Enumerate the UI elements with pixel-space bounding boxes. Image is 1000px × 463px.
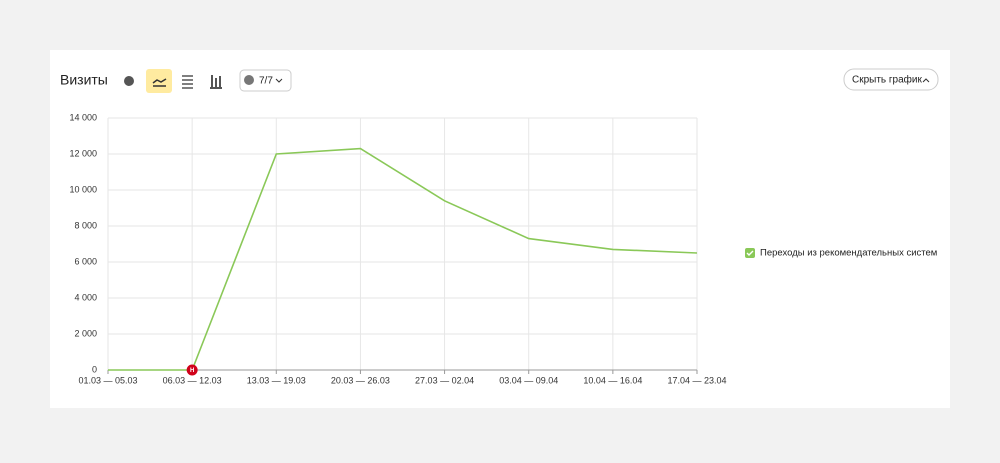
y-tick-label: 2 000 [74,328,97,338]
area-view-button[interactable] [182,75,193,89]
x-tick-label: 13.03 — 19.03 [247,375,306,385]
notes-counter: 7/7 [259,76,273,87]
hide-chart-button[interactable]: Скрыть график [843,68,939,91]
legend-checkbox [745,248,755,258]
y-tick-label: 10 000 [69,184,97,194]
notes-button[interactable]: 7/7 [239,69,292,92]
legend-label: Переходы из рекомендательных систем [760,248,937,259]
x-tick-label: 06.03 — 12.03 [163,375,222,385]
line [108,147,698,371]
x-tick-label: 27.03 — 02.04 [415,375,474,385]
annotation-marker [186,364,198,376]
title: Визиты [60,72,108,88]
y-tick-label: 12 000 [69,148,97,158]
y-tick-label: 14 000 [69,112,97,122]
bar-view-button[interactable] [210,75,222,89]
y-tick-label: 0 [92,364,97,374]
line-view-button[interactable] [146,69,172,93]
x-tick-label: 17.04 — 23.04 [667,375,726,385]
annotation-text: Н [190,368,194,374]
pie-view-button[interactable] [124,76,134,86]
hide-chart-label: Скрыть график [852,74,922,86]
x-tick-label: 20.03 — 26.03 [331,375,390,385]
y-tick-label: 4 000 [74,292,97,302]
legend-check [746,250,754,256]
legend-item[interactable]: Переходы из рекомендательных систем [745,248,937,259]
card [50,50,950,408]
y-tick-label: 8 000 [74,220,97,230]
y-tick-label: 6 000 [74,256,97,266]
x-tick-label: 03.04 — 09.04 [499,375,558,385]
x-tick-label: 01.03 — 05.03 [78,375,137,385]
x-tick-label: 10.04 — 16.04 [583,375,642,385]
